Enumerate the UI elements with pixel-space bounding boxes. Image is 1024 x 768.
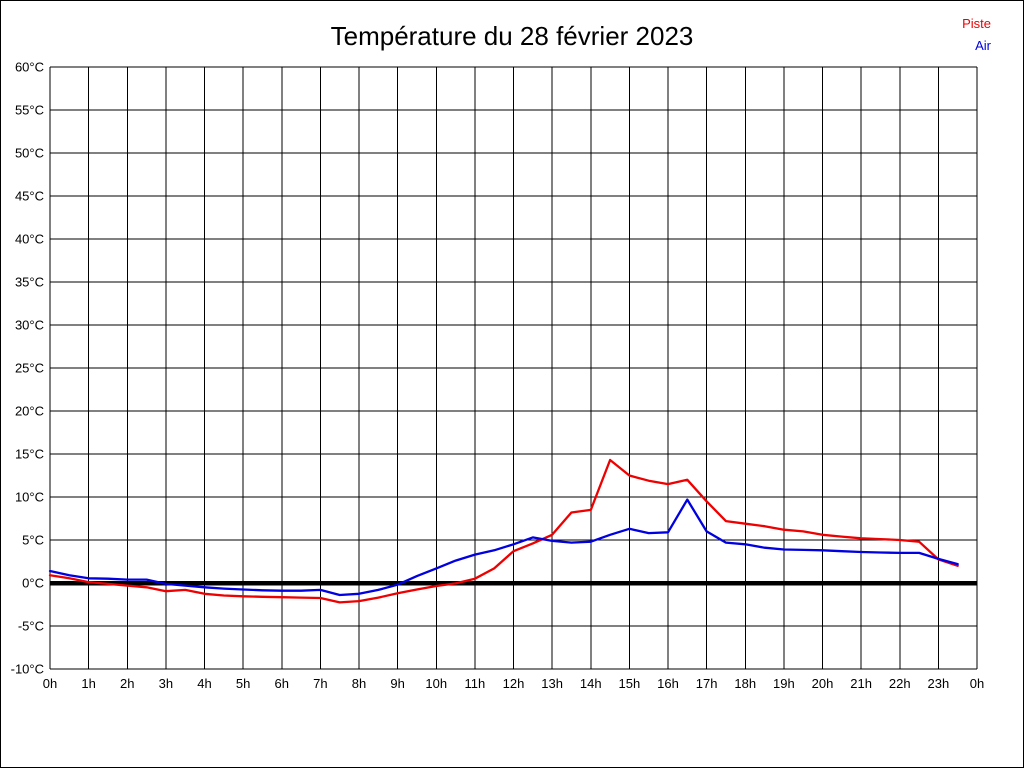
legend-label-piste: Piste [962,16,991,31]
x-tick-label: 14h [580,676,602,691]
y-tick-label: -5°C [18,619,44,634]
x-tick-label: 0h [43,676,57,691]
y-tick-label: 60°C [15,60,44,75]
legend: Piste Air [962,13,991,57]
y-tick-label: 20°C [15,404,44,419]
x-tick-label: 10h [425,676,447,691]
y-tick-label: 0°C [22,576,44,591]
x-tick-label: 18h [734,676,756,691]
x-tick-label: 12h [503,676,525,691]
x-tick-label: 0h [970,676,984,691]
x-tick-label: 1h [81,676,95,691]
x-tick-label: 4h [197,676,211,691]
x-tick-label: 13h [541,676,563,691]
x-tick-label: 9h [390,676,404,691]
x-tick-label: 21h [850,676,872,691]
x-tick-label: 7h [313,676,327,691]
y-tick-label: 30°C [15,318,44,333]
chart-title: Température du 28 février 2023 [330,21,694,51]
y-tick-label: -10°C [11,662,44,677]
air-temperature-line [48,498,959,597]
y-tick-label: 10°C [15,490,44,505]
x-tick-label: 17h [696,676,718,691]
piste-temperature-line [48,458,959,604]
y-tick-label: 25°C [15,361,44,376]
x-tick-label: 8h [352,676,366,691]
x-axis-tick-labels: 0h 1h 2h 3h 4h 5h 6h 7h 8h 9h 10h 11h 12h 13h 14h 15h 16… [43,676,984,691]
y-tick-label: 5°C [22,533,44,548]
x-tick-label: 2h [120,676,134,691]
y-tick-label: 50°C [15,146,44,161]
x-tick-label: 23h [928,676,950,691]
x-tick-label: 19h [773,676,795,691]
x-tick-label: 20h [812,676,834,691]
x-tick-label: 22h [889,676,911,691]
y-tick-label: 55°C [15,103,44,118]
x-tick-label: 6h [275,676,289,691]
x-tick-label: 15h [619,676,641,691]
y-tick-label: 45°C [15,189,44,204]
x-tick-label: 5h [236,676,250,691]
y-axis-tick-labels: 60°C 55°C 50°C 45°C 40°C 35°C 30°C 25°C 20°C 15°C… [11,60,44,677]
y-tick-label: 35°C [15,275,44,290]
x-tick-label: 3h [159,676,173,691]
y-tick-label: 15°C [15,447,44,462]
grid [49,66,978,670]
x-tick-label: 11h [465,676,486,691]
y-tick-label: 40°C [15,232,44,247]
x-tick-label: 16h [657,676,679,691]
legend-label-air: Air [975,38,991,53]
